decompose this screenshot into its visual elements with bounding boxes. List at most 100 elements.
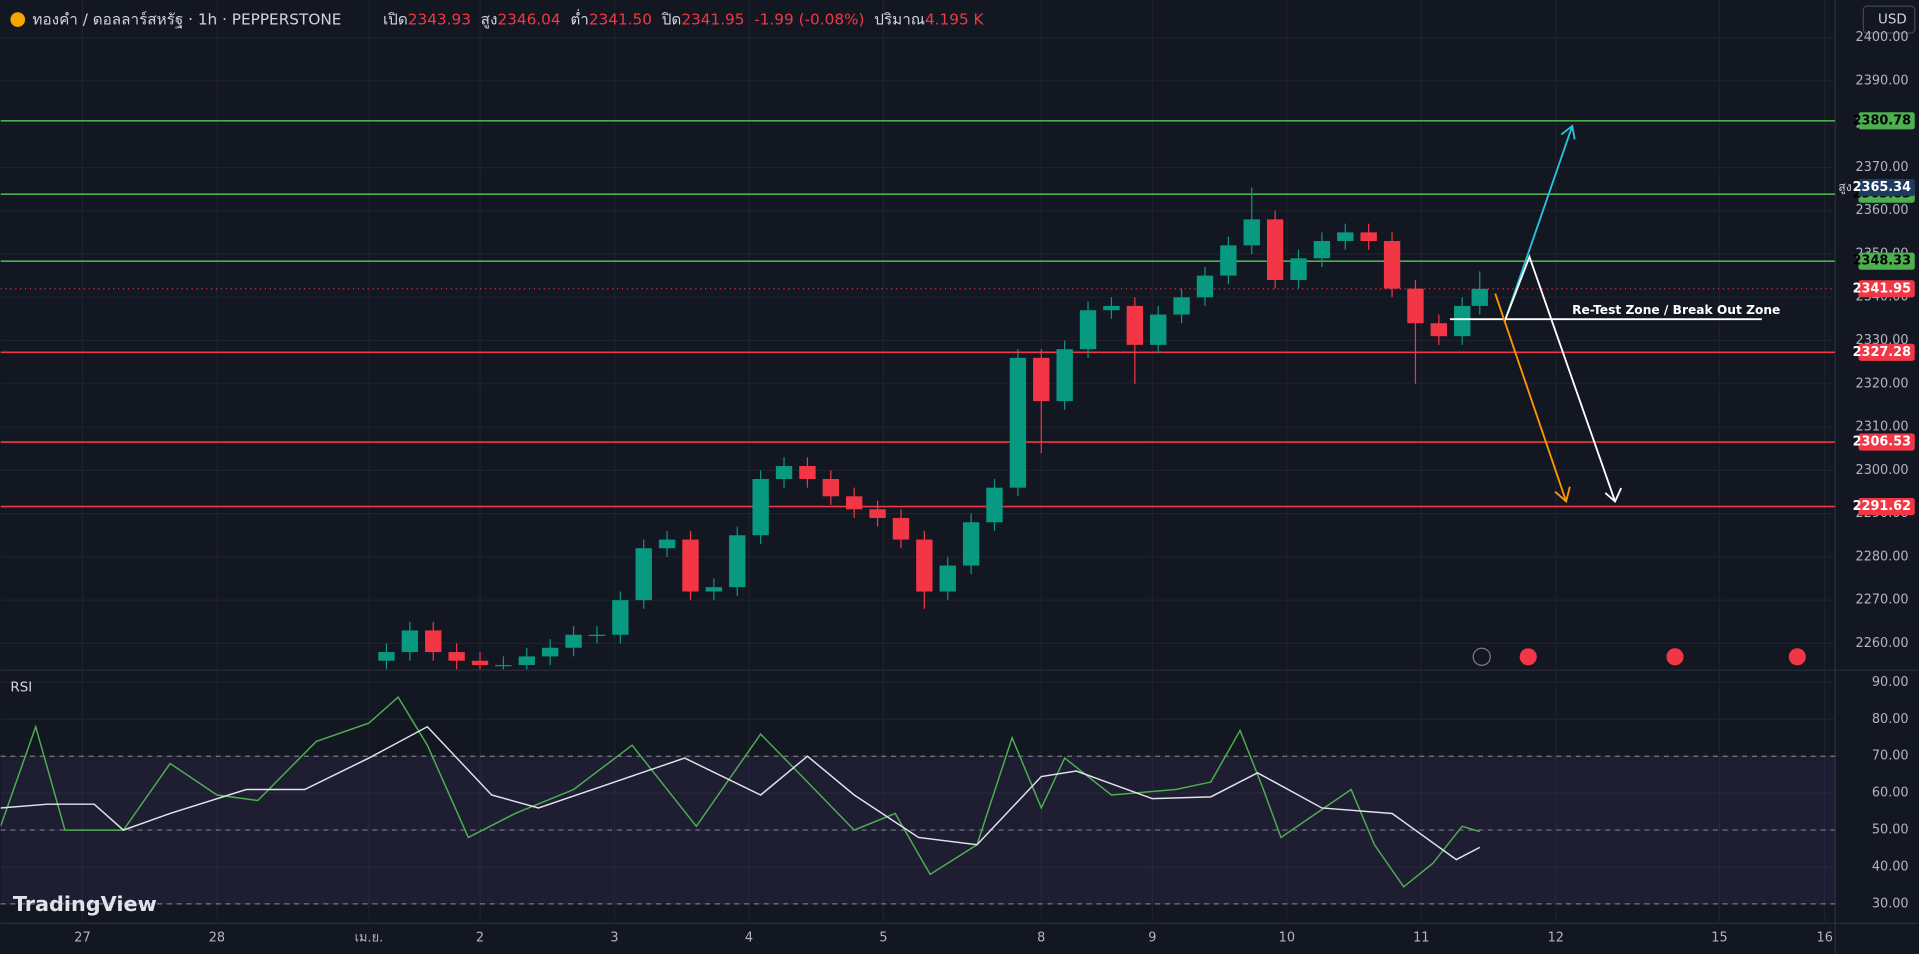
open-label: เปิด bbox=[383, 10, 408, 28]
currency-button[interactable] bbox=[1862, 5, 1916, 34]
y-tick-label: 2400.00 bbox=[1856, 30, 1909, 45]
candle-body bbox=[846, 496, 863, 510]
candle-body bbox=[1454, 305, 1471, 337]
x-tick-label: 9 bbox=[1148, 931, 1156, 946]
candle-body bbox=[962, 522, 980, 566]
candle-body bbox=[799, 466, 816, 479]
candle-body bbox=[378, 652, 395, 661]
x-tick-label: 16 bbox=[1817, 931, 1833, 946]
x-tick-label: 27 bbox=[74, 931, 90, 946]
y-tick-label: 2360.00 bbox=[1856, 203, 1909, 218]
symbol-icon bbox=[10, 12, 26, 27]
event-icon[interactable] bbox=[1788, 648, 1806, 666]
candle-body bbox=[1033, 357, 1050, 402]
y-tick-label: 2320.00 bbox=[1856, 376, 1909, 391]
candle-body bbox=[1471, 288, 1488, 306]
volume: 4.195 K bbox=[925, 10, 985, 28]
candle-body bbox=[1360, 232, 1377, 242]
x-tick-label: 15 bbox=[1711, 931, 1727, 946]
session-high-tag bbox=[1858, 179, 1915, 197]
level-label: 2327.28 bbox=[1853, 345, 1912, 360]
candle-body bbox=[1056, 349, 1073, 402]
candle-body bbox=[401, 630, 419, 653]
candle-body bbox=[588, 634, 606, 636]
legend: ทองคำ / ดอลลาร์สหรัฐ · 1h · PEPPERSTONE … bbox=[32, 8, 984, 28]
logo: TradingView bbox=[13, 892, 157, 916]
rsi-title: RSI bbox=[10, 680, 32, 695]
event-icon[interactable] bbox=[1666, 648, 1684, 666]
candle-body bbox=[565, 634, 582, 648]
currency: USD bbox=[1878, 13, 1907, 28]
arrow-head bbox=[1560, 124, 1576, 140]
arrow-head bbox=[1554, 486, 1571, 504]
y-tick-label: 2280.00 bbox=[1856, 549, 1909, 564]
session-high-name: สูง bbox=[1838, 180, 1851, 195]
arrow-down bbox=[1504, 254, 1616, 502]
candle-body bbox=[986, 487, 1003, 523]
candle-body bbox=[1079, 310, 1097, 350]
close: 2341.95 bbox=[681, 10, 744, 28]
low-label: ต่ำ bbox=[570, 8, 589, 28]
candle-body bbox=[1290, 258, 1307, 280]
y-tick-label: 60.00 bbox=[1872, 786, 1909, 801]
candle-body bbox=[1243, 219, 1260, 246]
y-tick-label: 2370.00 bbox=[1856, 160, 1909, 175]
y-tick-label: 90.00 bbox=[1872, 675, 1909, 690]
x-tick-label: 12 bbox=[1548, 931, 1564, 946]
level-tag bbox=[1858, 498, 1915, 516]
level-label: 2306.53 bbox=[1853, 435, 1911, 450]
candle-body bbox=[1173, 297, 1190, 315]
y-tick-label: 2300.00 bbox=[1856, 463, 1909, 478]
candle-body bbox=[916, 539, 933, 592]
low: 2341.50 bbox=[589, 10, 652, 28]
event-icon[interactable] bbox=[1472, 647, 1491, 666]
candle-body bbox=[1383, 241, 1401, 289]
y-tick-label: 2390.00 bbox=[1856, 73, 1909, 88]
y-tick-label: 70.00 bbox=[1872, 749, 1909, 764]
candle-body bbox=[1009, 357, 1027, 488]
close-label: ปิด bbox=[661, 10, 681, 28]
candle-body bbox=[752, 478, 769, 536]
level-tag bbox=[1858, 112, 1915, 130]
y-tick-label: 2260.00 bbox=[1856, 636, 1909, 651]
x-tick-label: 10 bbox=[1279, 931, 1295, 946]
candle-body bbox=[495, 665, 512, 667]
drawings bbox=[1449, 124, 1762, 504]
candle-body bbox=[1103, 305, 1120, 311]
candle-body bbox=[682, 539, 699, 592]
arrow-up bbox=[1504, 125, 1574, 321]
event-icons bbox=[1472, 647, 1806, 666]
level-label: 2348.33 bbox=[1853, 254, 1911, 269]
candle-body bbox=[1196, 275, 1214, 298]
candle-body bbox=[1313, 241, 1331, 259]
last-price-tag bbox=[1858, 280, 1915, 298]
rsi bbox=[0, 696, 1481, 888]
candles bbox=[378, 187, 1488, 670]
candle-body bbox=[1337, 232, 1354, 242]
candle-body bbox=[518, 656, 535, 666]
rsi-band bbox=[0, 755, 1836, 905]
candle-body bbox=[822, 478, 839, 497]
y-tick-label: 40.00 bbox=[1872, 859, 1909, 874]
candle-body bbox=[425, 630, 442, 653]
open: 2343.93 bbox=[408, 10, 471, 28]
candle-body bbox=[1266, 219, 1284, 280]
annotation: Re-Test Zone / Break Out Zone bbox=[1572, 303, 1780, 317]
candle-body bbox=[612, 600, 629, 635]
event-icon[interactable] bbox=[1519, 648, 1537, 666]
y-tick-label: 2310.00 bbox=[1856, 420, 1909, 435]
rsi-line bbox=[0, 725, 1481, 861]
candle-body bbox=[658, 539, 676, 549]
level-tag bbox=[1858, 252, 1915, 270]
level-tag bbox=[1858, 343, 1915, 361]
arrow-head bbox=[1604, 487, 1623, 503]
x-tick-label: 11 bbox=[1413, 931, 1429, 946]
candle-body bbox=[869, 509, 886, 518]
candle-body bbox=[1430, 323, 1448, 337]
level-label: 2380.78 bbox=[1853, 113, 1912, 128]
level-tag bbox=[1858, 433, 1915, 451]
y-tick-label: 50.00 bbox=[1872, 823, 1909, 838]
